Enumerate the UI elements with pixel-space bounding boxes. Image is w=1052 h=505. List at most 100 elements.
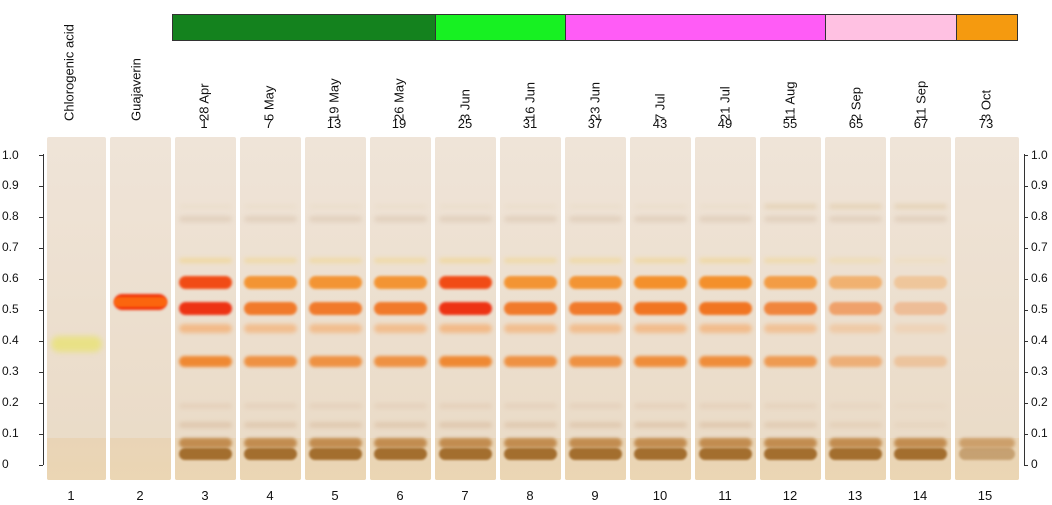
sample-day: 37 xyxy=(587,116,603,131)
chromatogram-band xyxy=(569,355,622,367)
chromatogram-band xyxy=(569,215,622,222)
rf-tick: 0.2 xyxy=(2,395,19,409)
rf-tick: 0 xyxy=(1031,457,1038,471)
chromatogram-band xyxy=(894,438,947,449)
baseline-zone xyxy=(110,438,171,480)
chromatogram-band xyxy=(179,257,232,263)
chromatogram-band xyxy=(179,355,232,367)
chromatogram-band xyxy=(894,215,947,222)
baseline-zone xyxy=(47,438,106,480)
lane-15 xyxy=(955,137,1019,480)
sample-day: 1 xyxy=(200,116,208,131)
lane-14 xyxy=(890,137,951,480)
chromatogram-band xyxy=(634,448,687,461)
chromatogram-band xyxy=(764,421,817,428)
rf-tick: 0.3 xyxy=(2,364,19,378)
chromatogram-band xyxy=(829,403,882,410)
chromatogram-band xyxy=(764,438,817,449)
chromatogram-band xyxy=(374,275,427,289)
chromatogram-band xyxy=(764,203,817,209)
chromatogram-band xyxy=(959,438,1015,449)
chromatogram-band xyxy=(634,403,687,410)
chromatogram-band xyxy=(894,403,947,410)
phase-segment-5 xyxy=(956,14,1018,41)
tick-mark xyxy=(1024,186,1028,187)
chromatogram-band xyxy=(179,448,232,461)
tick-mark xyxy=(1024,341,1028,342)
tick-mark xyxy=(39,217,43,218)
chromatogram-band xyxy=(244,215,297,222)
chromatogram-band xyxy=(894,448,947,461)
chromatogram-band xyxy=(504,448,557,461)
chromatogram-band xyxy=(829,215,882,222)
lane-number: 3 xyxy=(201,488,209,503)
chromatogram-band xyxy=(699,275,752,289)
rf-tick: 1.0 xyxy=(2,148,19,162)
chromatogram-band xyxy=(829,301,882,315)
sample-day: 65 xyxy=(848,116,864,131)
chromatogram-band xyxy=(764,301,817,315)
sample-day: 43 xyxy=(652,116,668,131)
lane-number: 10 xyxy=(652,488,668,503)
chromatogram-band xyxy=(309,355,362,367)
tick-mark xyxy=(39,279,43,280)
chromatogram-band xyxy=(504,421,557,428)
chromatogram-band xyxy=(439,215,492,222)
chromatogram-band xyxy=(439,301,492,315)
chromatogram-band xyxy=(894,275,947,289)
phase-segment-2 xyxy=(435,14,566,41)
rf-tick: 0.3 xyxy=(1031,364,1048,378)
chromatogram-band xyxy=(569,403,622,410)
chromatogram-band xyxy=(179,421,232,428)
chromatogram-band xyxy=(244,275,297,289)
sample-day: 55 xyxy=(782,116,798,131)
lane-5 xyxy=(305,137,366,480)
phase-segment-4 xyxy=(825,14,957,41)
tick-mark xyxy=(1024,372,1028,373)
chromatogram-band xyxy=(179,203,232,209)
chromatogram-band xyxy=(374,448,427,461)
chromatogram-band xyxy=(699,215,752,222)
chromatogram-band xyxy=(569,301,622,315)
chromatogram-band xyxy=(894,355,947,367)
axis-line-right xyxy=(1024,154,1025,465)
sample-day: 13 xyxy=(326,116,342,131)
lane-number: 9 xyxy=(591,488,599,503)
sample-day: 19 xyxy=(391,116,407,131)
chromatogram-band xyxy=(374,257,427,263)
tick-mark xyxy=(1024,217,1028,218)
chromatogram-band xyxy=(244,257,297,263)
lane-number: 8 xyxy=(526,488,534,503)
chromatogram-band xyxy=(829,257,882,263)
chromatogram-band xyxy=(51,336,102,353)
sample-day: 67 xyxy=(913,116,929,131)
lane-number: 14 xyxy=(912,488,928,503)
chromatogram-band xyxy=(569,275,622,289)
chromatogram-band xyxy=(699,324,752,334)
chromatogram-band xyxy=(309,324,362,334)
rf-tick: 0 xyxy=(2,457,9,471)
chromatogram-band xyxy=(829,275,882,289)
chromatogram-band xyxy=(764,403,817,410)
lane-number: 11 xyxy=(718,488,732,503)
chromatogram-band xyxy=(504,355,557,367)
tick-mark xyxy=(39,403,43,404)
chromatogram-band xyxy=(829,324,882,334)
chromatogram-band xyxy=(634,438,687,449)
sample-day: 49 xyxy=(717,116,733,131)
sample-day: 7 xyxy=(265,116,273,131)
phase-segment-3 xyxy=(565,14,826,41)
chromatogram-band xyxy=(244,421,297,428)
chromatogram-band xyxy=(309,203,362,209)
tick-mark xyxy=(1024,403,1028,404)
chromatogram-band xyxy=(374,355,427,367)
chromatogram-band xyxy=(244,301,297,315)
rf-tick: 0.9 xyxy=(1031,178,1048,192)
chromatogram-band xyxy=(764,275,817,289)
chromatogram-band xyxy=(309,257,362,263)
chromatogram-band xyxy=(959,448,1015,461)
chromatogram-band xyxy=(114,297,167,308)
chromatogram-band xyxy=(699,421,752,428)
chromatogram-band xyxy=(439,403,492,410)
chromatogram-band xyxy=(439,421,492,428)
